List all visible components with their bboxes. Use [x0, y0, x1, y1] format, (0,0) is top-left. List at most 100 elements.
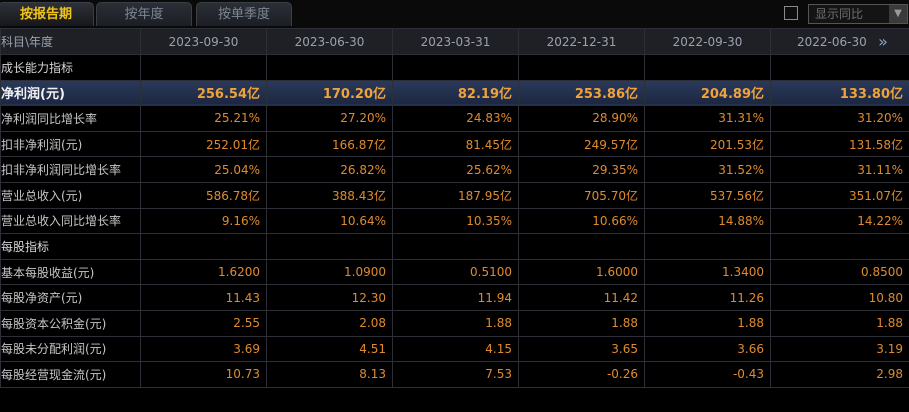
row-label: 成长能力指标	[0, 54, 141, 81]
table-cell: 1.88	[644, 309, 771, 337]
compare-checkbox[interactable]	[784, 6, 798, 20]
row-label: 营业总收入同比增长率	[0, 207, 141, 235]
row-label: 扣非净利润同比增长率	[0, 156, 141, 183]
header-period: 2022-09-30	[644, 28, 771, 55]
row-label: 每股经营现金流(元)	[0, 361, 141, 388]
tab-by-year[interactable]: 按年度	[96, 2, 192, 26]
header-period: 2022-06-30	[770, 28, 909, 55]
chevron-double-right-icon[interactable]: »	[878, 32, 888, 51]
table-cell: 11.94	[392, 284, 519, 311]
table-cell: 1.88	[770, 309, 909, 337]
chevron-down-icon: ▼	[889, 5, 907, 23]
header-period: 2023-03-31	[392, 28, 519, 55]
header-label: 科目\年度	[0, 28, 141, 55]
table-cell: 249.57亿	[518, 130, 645, 158]
table-cell: 351.07亿	[770, 181, 909, 209]
table-cell: 31.11%	[770, 156, 909, 183]
table-cell	[518, 54, 645, 81]
table-cell: 166.87亿	[266, 130, 393, 158]
table-cell: 10.35%	[392, 207, 519, 235]
table-row: 净利润(元) 256.54亿 170.20亿 82.19亿 253.86亿 204.89亿…	[0, 79, 909, 107]
table-cell: 133.80亿	[770, 79, 909, 107]
table-cell: -0.43	[644, 361, 771, 388]
table-cell	[392, 54, 519, 81]
table-cell: 14.88%	[644, 207, 771, 235]
table-row: 扣非净利润同比增长率 25.04% 26.82% 25.62% 29.35% 31.52%…	[0, 156, 909, 183]
table-row: 净利润同比增长率 25.21% 27.20% 24.83% 28.90% 31.31% 31…	[0, 105, 909, 132]
header-period: 2023-09-30	[140, 28, 267, 55]
table-row: 基本每股收益(元) 1.6200 1.0900 0.5100 1.6000 1.3400 0…	[0, 258, 909, 286]
table-cell: 131.58亿	[770, 130, 909, 158]
table-row: 营业总收入同比增长率 9.16% 10.64% 10.35% 10.66% 14.88% 1…	[0, 207, 909, 235]
table-cell	[266, 54, 393, 81]
compare-select[interactable]: 显示同比 ▼	[808, 4, 908, 24]
table-cell: 31.52%	[644, 156, 771, 183]
table-cell	[770, 233, 909, 260]
header-period: 2023-06-30	[266, 28, 393, 55]
table-cell: 10.66%	[518, 207, 645, 235]
table-cell: 25.21%	[140, 105, 267, 132]
table-cell: 2.98	[770, 361, 909, 388]
table-cell: 1.0900	[266, 258, 393, 286]
row-label: 每股未分配利润(元)	[0, 335, 141, 363]
table-cell: 3.65	[518, 335, 645, 363]
table-cell: 253.86亿	[518, 79, 645, 107]
tab-bar: 按报告期 按年度 按单季度 显示同比 ▼	[0, 0, 909, 29]
table-cell: 4.15	[392, 335, 519, 363]
table-cell: 31.31%	[644, 105, 771, 132]
row-label: 基本每股收益(元)	[0, 258, 141, 286]
table-cell: 252.01亿	[140, 130, 267, 158]
row-label: 扣非净利润(元)	[0, 130, 141, 158]
table-cell: 1.88	[518, 309, 645, 337]
table-row: 扣非净利润(元) 252.01亿 166.87亿 81.45亿 249.57亿 201.5…	[0, 130, 909, 158]
table-cell	[140, 54, 267, 81]
header-period: 2022-12-31	[518, 28, 645, 55]
table-cell: 7.53	[392, 361, 519, 388]
table-cell: 201.53亿	[644, 130, 771, 158]
table-cell	[644, 233, 771, 260]
row-label: 净利润同比增长率	[0, 105, 141, 132]
table-cell: 28.90%	[518, 105, 645, 132]
tab-by-report-period[interactable]: 按报告期	[0, 2, 94, 26]
table-cell: 586.78亿	[140, 181, 267, 209]
table-cell: 3.19	[770, 335, 909, 363]
table-cell: 10.73	[140, 361, 267, 388]
table-cell: 11.42	[518, 284, 645, 311]
table-cell: 24.83%	[392, 105, 519, 132]
compare-select-label: 显示同比	[815, 7, 864, 21]
financial-indicators-table: 科目\年度 2023-09-30 2023-06-30 2023-03-31 2…	[0, 28, 909, 388]
table-cell: 187.95亿	[392, 181, 519, 209]
table-cell: 31.20%	[770, 105, 909, 132]
table-cell: 1.6000	[518, 258, 645, 286]
table-cell	[518, 233, 645, 260]
table-row: 营业总收入(元) 586.78亿 388.43亿 187.95亿 705.70亿 537.…	[0, 181, 909, 209]
table-cell: 14.22%	[770, 207, 909, 235]
table-cell: 4.51	[266, 335, 393, 363]
table-cell: 3.69	[140, 335, 267, 363]
table-cell	[266, 233, 393, 260]
table-cell: 29.35%	[518, 156, 645, 183]
table-cell: 8.13	[266, 361, 393, 388]
row-label: 每股资本公积金(元)	[0, 309, 141, 337]
row-label: 每股净资产(元)	[0, 284, 141, 311]
table-cell: 204.89亿	[644, 79, 771, 107]
section-header-row: 成长能力指标	[0, 54, 909, 81]
table-cell: 10.80	[770, 284, 909, 311]
table-header-row: 科目\年度 2023-09-30 2023-06-30 2023-03-31 2…	[0, 28, 909, 55]
table-cell: 11.26	[644, 284, 771, 311]
row-label: 每股指标	[0, 233, 141, 260]
table-cell: 82.19亿	[392, 79, 519, 107]
table-cell: 0.5100	[392, 258, 519, 286]
row-label: 营业总收入(元)	[0, 181, 141, 209]
table-row: 每股未分配利润(元) 3.69 4.51 4.15 3.65 3.66 3.19	[0, 335, 909, 363]
table-cell	[770, 54, 909, 81]
table-cell: 12.30	[266, 284, 393, 311]
table-cell: 256.54亿	[140, 79, 267, 107]
table-cell: 25.62%	[392, 156, 519, 183]
table-cell: 1.88	[392, 309, 519, 337]
table-cell: 705.70亿	[518, 181, 645, 209]
tab-by-quarter[interactable]: 按单季度	[196, 2, 292, 26]
table-cell: 26.82%	[266, 156, 393, 183]
table-cell: 388.43亿	[266, 181, 393, 209]
row-label: 净利润(元)	[0, 79, 141, 107]
